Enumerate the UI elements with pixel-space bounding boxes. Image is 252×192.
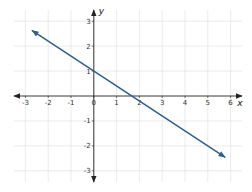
y-tick (92, 21, 94, 22)
x-tick (139, 96, 140, 98)
x-tick (93, 96, 94, 98)
axes: -3-2-10123456-3-2-1123 (14, 10, 242, 182)
x-tick (230, 96, 231, 98)
x-tick (185, 96, 186, 98)
x-tick-label: -3 (22, 99, 29, 107)
x-tick (25, 96, 26, 98)
y-tick-label: -2 (84, 142, 91, 150)
grid-line (14, 71, 242, 72)
x-tick-label: 6 (228, 99, 233, 107)
chart: -3-2-10123456-3-2-1123xy (0, 0, 252, 192)
x-tick-label: -1 (68, 99, 75, 107)
x-tick (162, 96, 163, 98)
x-tick-label: 3 (160, 99, 164, 107)
x-tick (71, 96, 72, 98)
x-tick (116, 96, 117, 98)
y-axis-label: y (98, 6, 105, 16)
grid-line (93, 10, 94, 182)
x-tick-label: 4 (183, 99, 188, 107)
data-line (32, 31, 225, 157)
y-tick-label: 2 (86, 43, 90, 51)
y-tick (92, 120, 94, 121)
y-tick-label: 3 (86, 18, 90, 26)
y-tick (92, 46, 94, 47)
y-tick (92, 170, 94, 171)
x-tick-label: 0 (92, 99, 96, 107)
grid-line (14, 170, 242, 171)
grid-line (14, 46, 242, 47)
grid-line (14, 21, 242, 22)
x-axis-label: x (236, 98, 243, 108)
x-tick-label: -2 (45, 99, 52, 107)
y-axis (93, 10, 94, 182)
y-tick-label: -1 (84, 117, 91, 125)
grid (14, 10, 242, 182)
x-tick (48, 96, 49, 98)
x-tick-label: 5 (206, 99, 210, 107)
y-tick-label: -3 (84, 167, 91, 175)
plot-area (32, 31, 225, 157)
y-tick (92, 145, 94, 146)
x-tick-label: 1 (114, 99, 118, 107)
x-tick (207, 96, 208, 98)
grid-line (14, 120, 242, 121)
